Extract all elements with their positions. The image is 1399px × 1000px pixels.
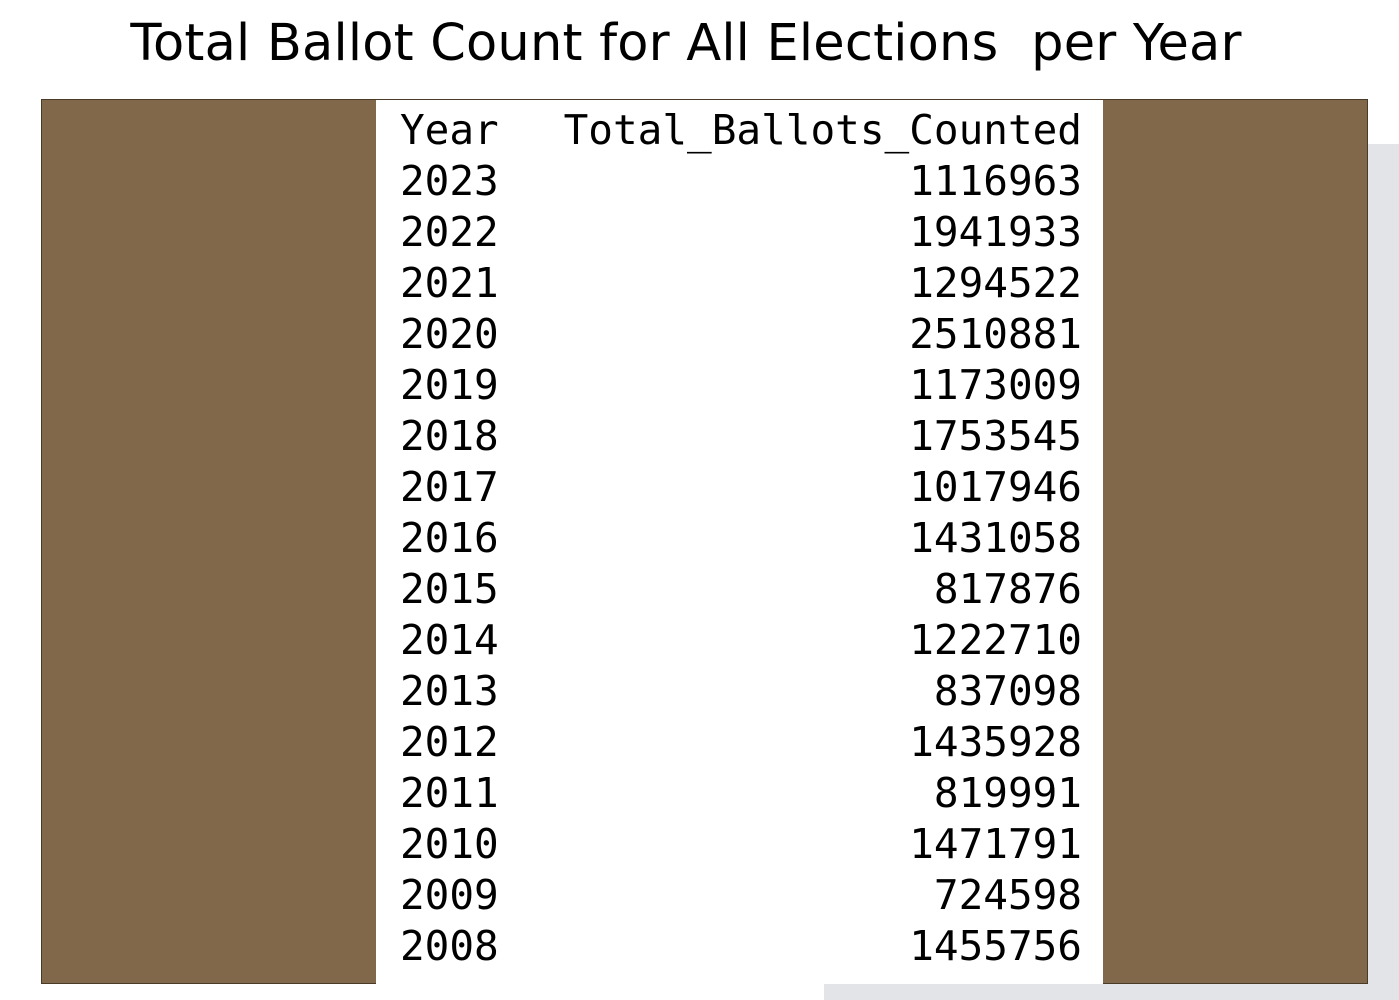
cell-year: 2022 (400, 208, 499, 256)
cell-total-ballots: 1435928 (909, 718, 1082, 766)
cell-total-ballots: 1455756 (909, 922, 1082, 970)
cell-year: 2021 (400, 259, 499, 307)
cell-total-ballots: 1116963 (909, 157, 1082, 205)
cell-year: 2023 (400, 157, 499, 205)
table-row: 2018 1753545 (400, 411, 1082, 462)
table-sheet: Year Total_Ballots_Counted 2023 1116963 20… (376, 100, 1103, 984)
cell-total-ballots: 1471791 (909, 820, 1082, 868)
page-title: Total Ballot Count for All Elections per… (130, 14, 1242, 73)
table-body: 2023 1116963 2022 1941933 2021 1294522 2020 251… (400, 156, 1082, 972)
cell-total-ballots: 2510881 (909, 310, 1082, 358)
table-row: 2012 1435928 (400, 717, 1082, 768)
cell-year: 2011 (400, 769, 499, 817)
cell-year: 2014 (400, 616, 499, 664)
cell-year: 2013 (400, 667, 499, 715)
cell-total-ballots: 817876 (933, 565, 1082, 613)
cell-year: 2009 (400, 871, 499, 919)
table-row: 2009 724598 (400, 870, 1082, 921)
cell-total-ballots: 1222710 (909, 616, 1082, 664)
cell-total-ballots: 1941933 (909, 208, 1082, 256)
cell-year: 2019 (400, 361, 499, 409)
ballot-table: Year Total_Ballots_Counted 2023 1116963 20… (400, 105, 1082, 972)
table-row: 2019 1173009 (400, 360, 1082, 411)
table-row: 2020 2510881 (400, 309, 1082, 360)
cell-year: 2017 (400, 463, 499, 511)
table-row: 2023 1116963 (400, 156, 1082, 207)
cell-total-ballots: 1294522 (909, 259, 1082, 307)
table-row: 2010 1471791 (400, 819, 1082, 870)
cell-total-ballots: 837098 (933, 667, 1082, 715)
table-row: 2016 1431058 (400, 513, 1082, 564)
cell-year: 2020 (400, 310, 499, 358)
table-row: 2021 1294522 (400, 258, 1082, 309)
cell-year: 2008 (400, 922, 499, 970)
table-row: 2015 817876 (400, 564, 1082, 615)
table-row: 2014 1222710 (400, 615, 1082, 666)
table-row: 2011 819991 (400, 768, 1082, 819)
cell-year: 2010 (400, 820, 499, 868)
header-total-ballots: Total_Ballots_Counted (563, 106, 1082, 154)
cell-year: 2012 (400, 718, 499, 766)
cell-total-ballots: 1431058 (909, 514, 1082, 562)
table-row: 2013 837098 (400, 666, 1082, 717)
cell-total-ballots: 819991 (933, 769, 1082, 817)
table-row: 2008 1455756 (400, 921, 1082, 972)
table-row: 2022 1941933 (400, 207, 1082, 258)
header-year: Year (400, 106, 499, 154)
cell-year: 2015 (400, 565, 499, 613)
cell-total-ballots: 1753545 (909, 412, 1082, 460)
cell-year: 2018 (400, 412, 499, 460)
table-row: 2017 1017946 (400, 462, 1082, 513)
cell-total-ballots: 724598 (933, 871, 1082, 919)
cell-year: 2016 (400, 514, 499, 562)
cell-total-ballots: 1173009 (909, 361, 1082, 409)
table-header-row: Year Total_Ballots_Counted (400, 105, 1082, 156)
cell-total-ballots: 1017946 (909, 463, 1082, 511)
